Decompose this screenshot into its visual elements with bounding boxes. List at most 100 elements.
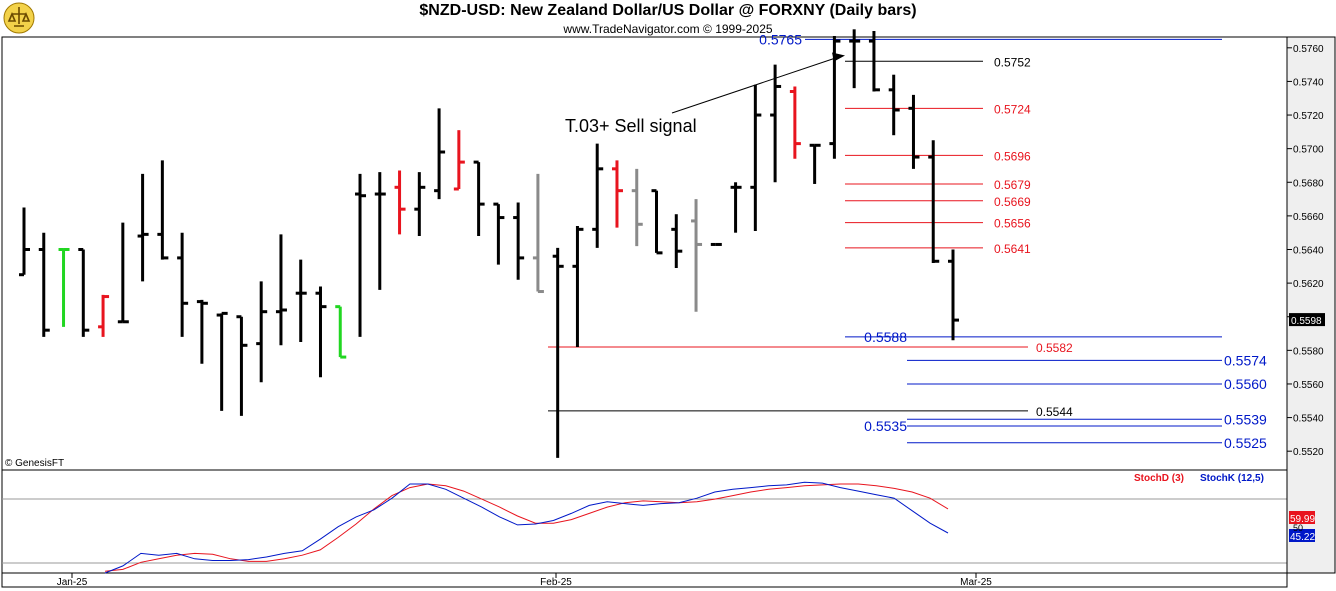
y-tick-label: 0.5540 (1293, 414, 1324, 425)
level-label: 0.5696 (994, 149, 1031, 163)
level-label: 0.5765 (759, 31, 802, 47)
stoch-last-label: 59.99 (1290, 514, 1315, 525)
stoch-d-line (104, 483, 949, 572)
last-price-box (1289, 313, 1325, 327)
price-bar (908, 94, 920, 169)
x-tick-label: Feb-25 (540, 577, 572, 588)
price-bar (355, 173, 367, 337)
price-bar (493, 202, 505, 265)
level-label: 0.5535 (864, 418, 907, 434)
annotation-arrow-line (671, 56, 841, 114)
y-tick-label: 0.5640 (1293, 246, 1324, 257)
price-bar (948, 249, 959, 341)
chart-frame (1, 36, 1336, 588)
date-axis: Jan-25 Feb-25 Mar-25 (57, 573, 992, 588)
price-bar (236, 315, 248, 416)
price-bar (849, 29, 861, 89)
price-bar (137, 173, 149, 282)
price-bar (117, 222, 129, 324)
y-tick-label: 0.5620 (1293, 279, 1324, 290)
stoch-k-legend: StochK (12,5) (1200, 473, 1264, 484)
y-tick-label: 0.5580 (1293, 346, 1324, 357)
level-label: 0.5641 (994, 242, 1031, 256)
level-label: 0.5539 (1224, 411, 1267, 427)
price-bar (928, 140, 940, 263)
last-price-label: 0.5598 (1291, 316, 1322, 327)
price-bar (770, 64, 782, 183)
price-bar (374, 172, 386, 290)
price-bar (295, 259, 307, 342)
price-bar (611, 160, 623, 228)
y-tick-label: 0.5760 (1293, 44, 1324, 55)
x-tick-label: Jan-25 (57, 577, 88, 588)
price-bar (315, 286, 327, 378)
price-bar (216, 311, 228, 411)
level-label: 0.5724 (994, 102, 1031, 116)
price-bar (513, 202, 525, 280)
price-bar (19, 207, 30, 277)
copyright-label: © GenesisFT (5, 458, 65, 469)
price-bar (275, 234, 287, 346)
stoch-last-box (1289, 511, 1315, 524)
level-label: 0.5574 (1224, 352, 1267, 368)
stoch-d-legend: StochD (3) (1134, 473, 1184, 484)
price-axis: 0.5760 0.5740 0.5720 0.5700 0.5680 0.5660 0.56… (1287, 44, 1325, 458)
price-bar (256, 281, 268, 383)
price-bar (58, 248, 70, 327)
price-bar (98, 294, 110, 337)
price-bar (196, 299, 208, 364)
price-bar (750, 84, 762, 232)
price-levels: 0.5765 0.5752 0.5724 0.5696 0.5679 0.5669 0.56… (548, 31, 1267, 451)
price-bar (671, 214, 683, 268)
stoch-k-line (104, 481, 949, 574)
level-label: 0.5582 (1036, 341, 1073, 355)
genesis-logo-icon (3, 2, 35, 34)
price-bar (335, 305, 347, 359)
y-tick-label: 0.5680 (1293, 178, 1324, 189)
chart-subtitle: www.TradeNavigator.com © 1999-2025 (563, 22, 773, 36)
price-bar (78, 248, 90, 337)
level-label: 0.5669 (994, 195, 1031, 209)
price-bar (157, 160, 169, 260)
y-tick-label: 0.5520 (1293, 447, 1324, 458)
level-label: 0.5525 (1224, 435, 1267, 451)
price-bar (414, 172, 426, 237)
price-bar (651, 189, 663, 255)
price-bar (453, 130, 465, 191)
price-bar (473, 160, 485, 237)
sell-signal-annotation: T.03+ Sell signal (565, 52, 845, 136)
price-bar (868, 31, 880, 92)
price-bar (631, 168, 643, 247)
price-bar (394, 170, 406, 235)
level-label: 0.5656 (994, 217, 1031, 231)
price-bar (434, 108, 446, 200)
stoch-tick-label: 50 (1293, 523, 1303, 533)
price-bar (789, 86, 801, 159)
price-bar (809, 143, 821, 184)
level-label: 0.5588 (864, 329, 907, 345)
price-bar (177, 232, 189, 337)
price-bar (572, 225, 584, 347)
level-label: 0.5544 (1036, 405, 1073, 419)
annotation-text: T.03+ Sell signal (565, 116, 697, 136)
y-tick-label: 0.5740 (1293, 77, 1324, 88)
price-bar (691, 199, 703, 312)
annotation-arrowhead (832, 52, 845, 62)
price-bar (38, 232, 50, 337)
price-bar (532, 173, 544, 294)
level-label: 0.5752 (994, 55, 1031, 69)
stoch-last-box (1289, 529, 1315, 542)
level-label: 0.5560 (1224, 376, 1267, 392)
y-tick-label: 0.5700 (1293, 145, 1324, 156)
level-label: 0.5679 (994, 178, 1031, 192)
price-bar (592, 143, 604, 248)
y-tick-label: 0.5720 (1293, 111, 1324, 122)
price-bar (552, 247, 564, 458)
stoch-last-label: 45.22 (1290, 532, 1315, 543)
price-bar (730, 182, 742, 233)
y-tick-label: 0.5560 (1293, 380, 1324, 391)
chart-title: $NZD-USD: New Zealand Dollar/US Dollar @… (419, 2, 917, 19)
x-tick-label: Mar-25 (960, 577, 992, 588)
